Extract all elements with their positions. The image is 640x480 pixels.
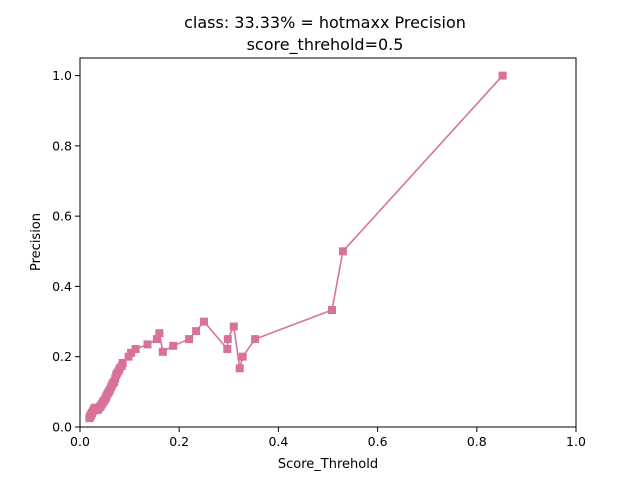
- data-point: [328, 306, 336, 314]
- chart-title: class: 33.33% = hotmaxx Precision: [184, 13, 466, 32]
- data-point: [238, 352, 247, 361]
- data-point: [185, 335, 194, 344]
- x-axis-label: Score_Threhold: [278, 457, 378, 472]
- data-point: [85, 414, 94, 423]
- y-tick-label: 1.0: [52, 68, 72, 83]
- plot-area-frame: [79, 57, 577, 428]
- x-tick-label: 0.8: [467, 434, 487, 449]
- data-point: [131, 345, 140, 353]
- x-tick-label: 0.2: [169, 434, 189, 449]
- y-tick-label: 0.4: [52, 279, 72, 294]
- y-tick-label: 0.0: [52, 420, 72, 435]
- data-point: [235, 364, 244, 373]
- y-axis-ticks: 0.0 0.2 0.4 0.6 0.8 1.0: [52, 68, 80, 435]
- data-point: [155, 329, 164, 338]
- x-tick-label: 0.0: [70, 434, 90, 449]
- data-point: [229, 322, 238, 331]
- chart-subtitle: score_threhold=0.5: [247, 35, 404, 55]
- data-point: [152, 335, 161, 344]
- y-tick-label: 0.2: [52, 349, 72, 364]
- x-axis-ticks: 0.0 0.2 0.4 0.6 0.8 1.0: [70, 427, 586, 449]
- x-tick-label: 0.6: [368, 434, 388, 449]
- data-point: [251, 335, 260, 344]
- data-point: [143, 340, 152, 349]
- x-tick-label: 1.0: [566, 434, 586, 449]
- y-tick-label: 0.6: [52, 209, 72, 224]
- data-point: [200, 317, 208, 326]
- data-point: [498, 71, 507, 80]
- data-point: [124, 352, 133, 361]
- data-point: [338, 247, 347, 256]
- x-tick-label: 0.4: [268, 434, 288, 449]
- data-point: [223, 335, 232, 344]
- y-axis-label: Precision: [29, 213, 44, 271]
- series-layer: [85, 71, 507, 423]
- data-point: [169, 341, 178, 350]
- data-point: [223, 345, 232, 353]
- data-point: [158, 347, 167, 356]
- data-point: [192, 327, 201, 336]
- y-tick-label: 0.8: [52, 138, 72, 153]
